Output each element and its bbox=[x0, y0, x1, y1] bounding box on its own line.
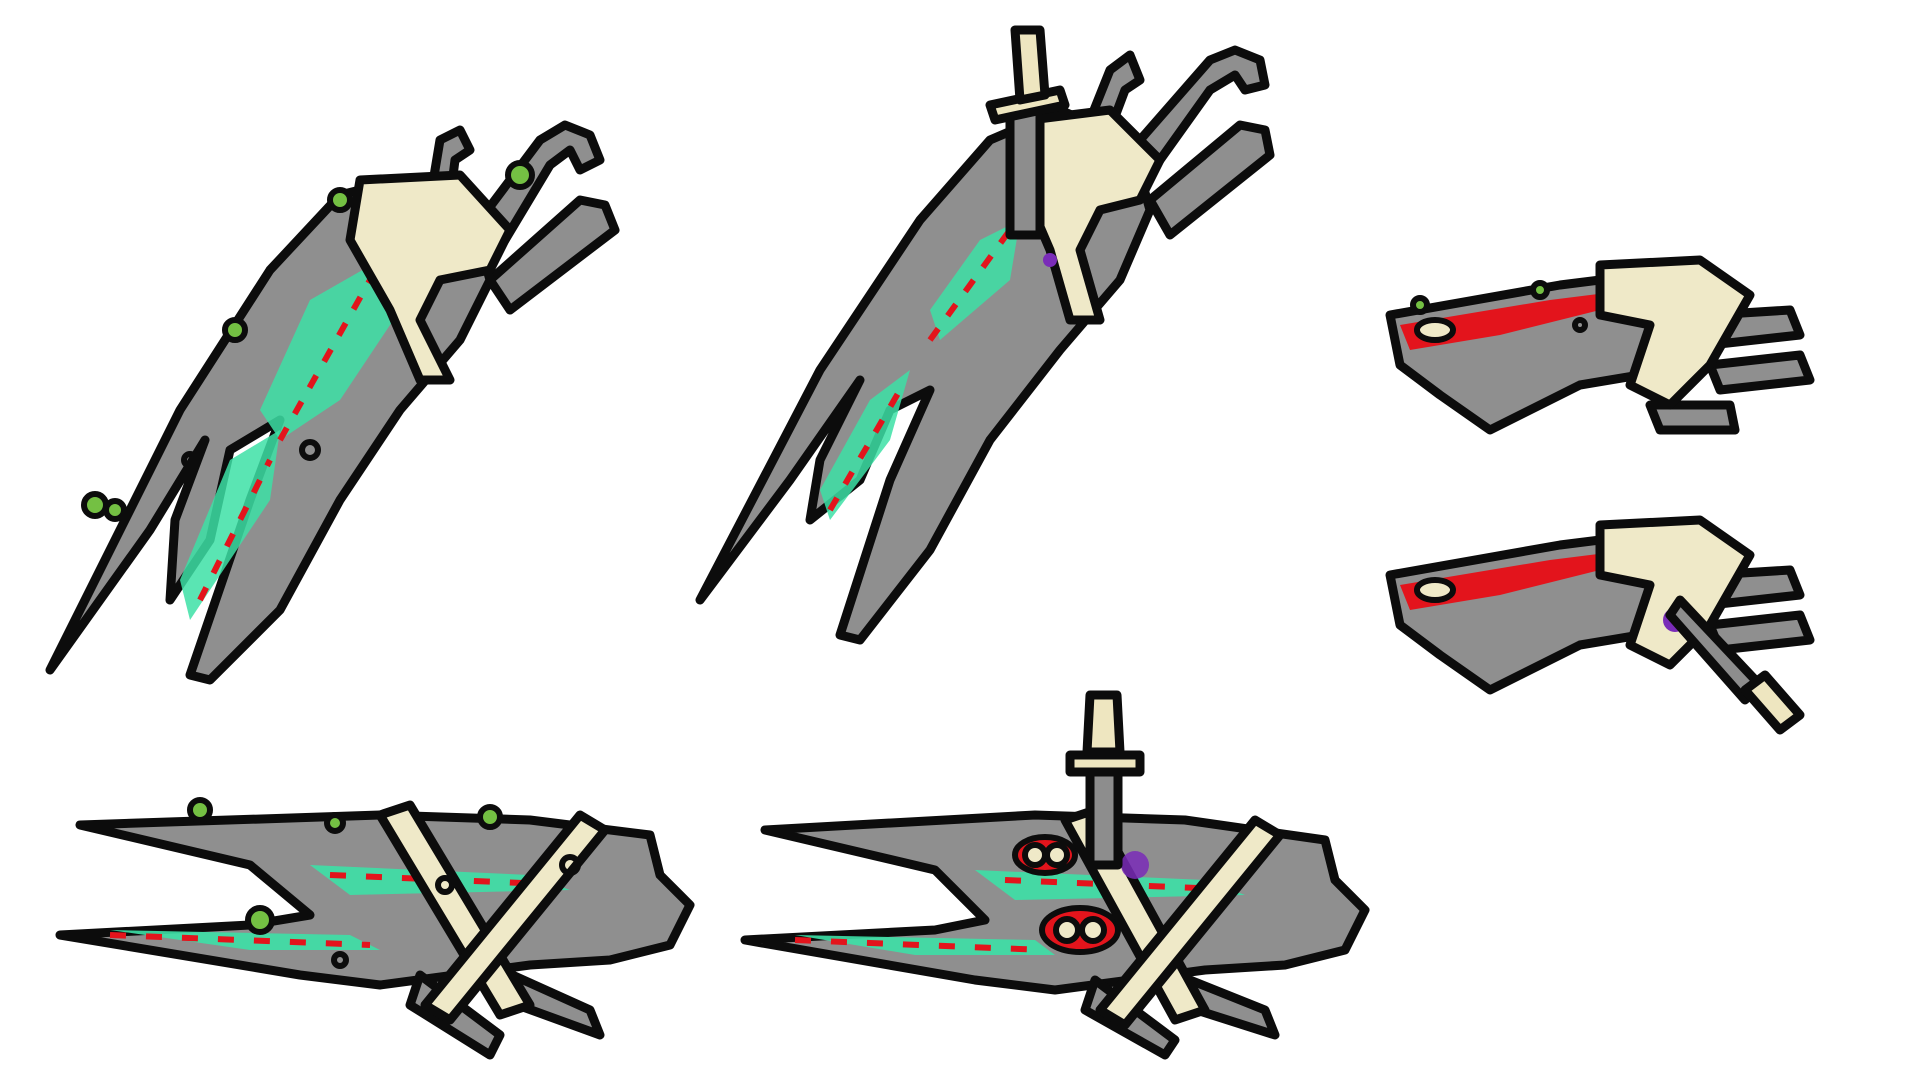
claw-side-fungus-sprite bbox=[1385, 255, 1815, 435]
claw-legs bbox=[1085, 45, 1275, 240]
dagger-blade bbox=[1005, 100, 1045, 240]
glow-stripe bbox=[180, 260, 400, 620]
claw-diagonal-stabbed-sprite bbox=[695, 25, 1275, 645]
fungus-spots bbox=[81, 160, 535, 522]
claw-diagonal-fungus-sprite bbox=[45, 120, 620, 685]
leg-hook-b bbox=[1135, 45, 1270, 165]
dagger-hilt bbox=[1082, 690, 1125, 757]
fungus-spots bbox=[1410, 280, 1588, 333]
glow-stripe bbox=[820, 220, 1020, 520]
dagger bbox=[1065, 690, 1145, 870]
leg-hook-c bbox=[485, 195, 620, 315]
bandage-wrap bbox=[1595, 515, 1755, 670]
bandage-wrap bbox=[1595, 255, 1755, 410]
leg-hook-c bbox=[1145, 120, 1275, 240]
leg-hook-b bbox=[475, 120, 605, 245]
dagger bbox=[1665, 595, 1805, 735]
dagger-hilt bbox=[1010, 25, 1050, 105]
claw-flat-fungus-sprite bbox=[55, 797, 695, 1060]
claw-side-stabbed-sprite bbox=[1385, 515, 1815, 735]
dagger bbox=[985, 25, 1070, 240]
fungus-spots bbox=[187, 797, 581, 969]
dagger-guard bbox=[1065, 750, 1145, 777]
bandage-wrap bbox=[345, 170, 515, 385]
dagger-hilt bbox=[1740, 670, 1805, 735]
stitched-eyes bbox=[1012, 834, 1121, 955]
claw-flat-stabbed-sprite bbox=[740, 690, 1370, 1060]
